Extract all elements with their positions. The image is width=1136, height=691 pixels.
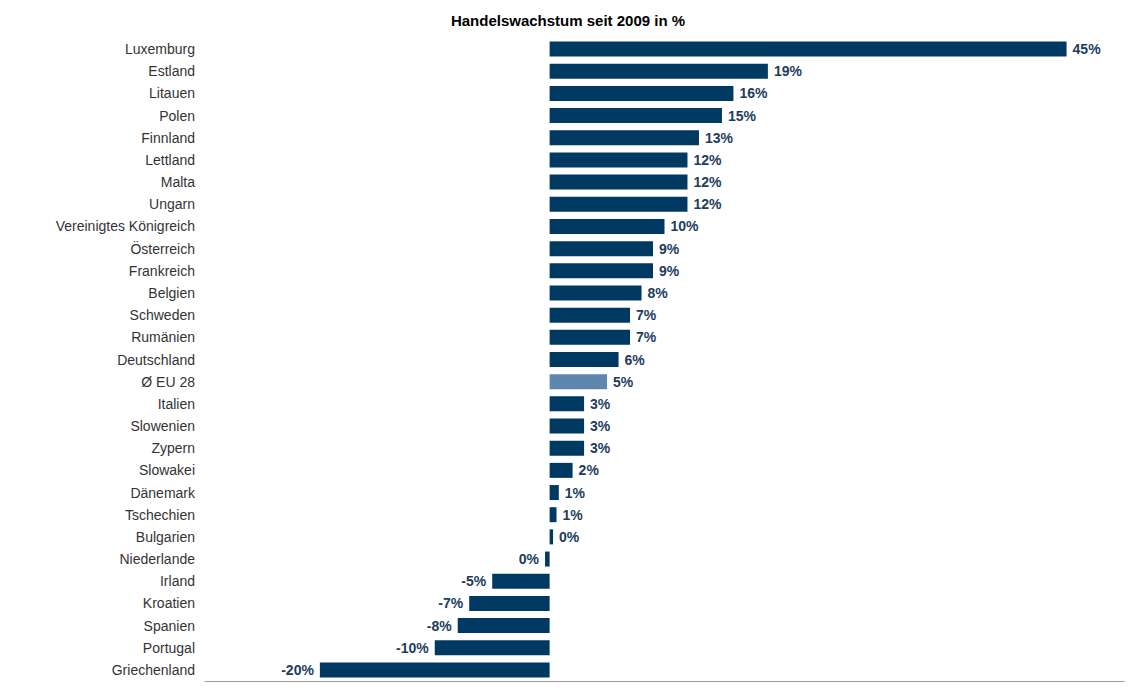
svg-text:Frankreich: Frankreich	[129, 263, 195, 279]
svg-text:Spanien: Spanien	[144, 618, 195, 634]
svg-text:1%: 1%	[565, 485, 586, 501]
svg-text:Dänemark: Dänemark	[130, 485, 196, 501]
svg-text:Slowakei: Slowakei	[139, 462, 195, 478]
svg-text:2%: 2%	[579, 462, 600, 478]
svg-text:7%: 7%	[636, 307, 657, 323]
svg-text:0%: 0%	[559, 529, 580, 545]
svg-text:10%: 10%	[671, 218, 700, 234]
svg-text:Estland: Estland	[148, 63, 195, 79]
svg-text:Niederlande: Niederlande	[120, 551, 196, 567]
svg-text:Polen: Polen	[159, 108, 195, 124]
svg-text:1%: 1%	[563, 507, 584, 523]
svg-text:12%: 12%	[693, 174, 722, 190]
svg-text:Litauen: Litauen	[149, 85, 195, 101]
svg-text:Luxemburg: Luxemburg	[125, 41, 195, 57]
svg-text:Griechenland: Griechenland	[112, 662, 195, 678]
svg-text:8%: 8%	[648, 285, 669, 301]
svg-text:Deutschland: Deutschland	[117, 352, 195, 368]
svg-text:Slowenien: Slowenien	[130, 418, 195, 434]
svg-text:3%: 3%	[590, 418, 611, 434]
svg-text:-10%: -10%	[396, 640, 429, 656]
svg-text:3%: 3%	[590, 440, 611, 456]
svg-text:-8%: -8%	[427, 618, 452, 634]
svg-text:Belgien: Belgien	[148, 285, 195, 301]
svg-text:Ø EU 28: Ø EU 28	[141, 374, 195, 390]
svg-text:-20%: -20%	[281, 662, 314, 678]
svg-text:Österreich: Österreich	[130, 240, 195, 257]
svg-text:13%: 13%	[705, 130, 734, 146]
svg-text:9%: 9%	[659, 263, 680, 279]
svg-text:Italien: Italien	[158, 396, 195, 412]
svg-text:6%: 6%	[625, 352, 646, 368]
svg-text:Irland: Irland	[160, 573, 195, 589]
svg-text:16%: 16%	[739, 85, 768, 101]
svg-text:Kroatien: Kroatien	[143, 595, 195, 611]
svg-text:Ungarn: Ungarn	[149, 196, 195, 212]
svg-text:Rumänien: Rumänien	[131, 329, 195, 345]
svg-text:Schweden: Schweden	[130, 307, 195, 323]
svg-text:15%: 15%	[728, 108, 757, 124]
svg-text:Vereinigtes Königreich: Vereinigtes Königreich	[56, 218, 195, 234]
svg-text:7%: 7%	[636, 329, 657, 345]
svg-text:-5%: -5%	[461, 573, 486, 589]
svg-text:12%: 12%	[693, 196, 722, 212]
svg-text:Bulgarien: Bulgarien	[136, 529, 195, 545]
svg-text:Lettland: Lettland	[145, 152, 195, 168]
svg-text:3%: 3%	[590, 396, 611, 412]
svg-text:0%: 0%	[519, 551, 540, 567]
svg-text:-7%: -7%	[438, 595, 463, 611]
svg-text:Malta: Malta	[161, 174, 195, 190]
svg-text:9%: 9%	[659, 241, 680, 257]
svg-text:19%: 19%	[774, 63, 803, 79]
svg-text:Handelswachstum seit 2009 in %: Handelswachstum seit 2009 in %	[451, 12, 685, 29]
svg-text:45%: 45%	[1073, 41, 1102, 57]
svg-text:12%: 12%	[693, 152, 722, 168]
svg-text:Finnland: Finnland	[141, 130, 195, 146]
svg-text:Tschechien: Tschechien	[125, 507, 195, 523]
svg-text:5%: 5%	[613, 374, 634, 390]
svg-text:Zypern: Zypern	[151, 440, 195, 456]
svg-text:Portugal: Portugal	[143, 640, 195, 656]
